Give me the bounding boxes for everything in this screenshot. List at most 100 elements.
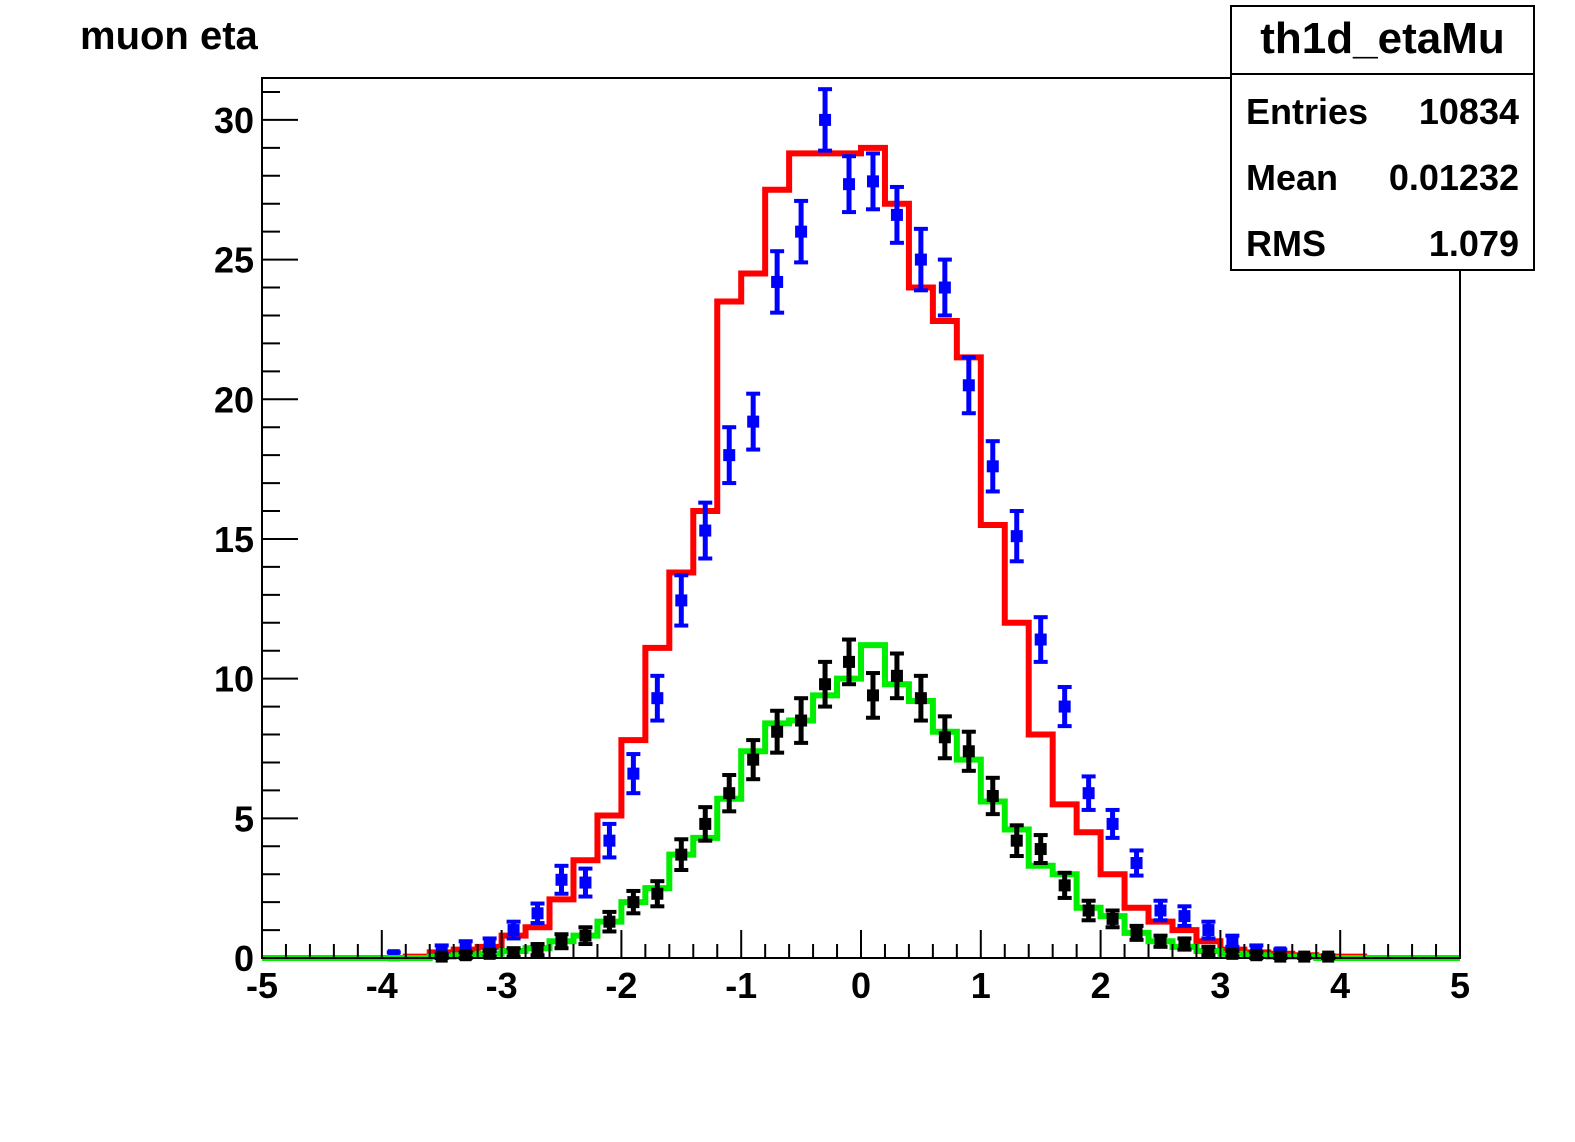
x-tick-label: -3 xyxy=(486,965,518,1006)
stats-row-rms: RMS 1.079 xyxy=(1232,207,1533,273)
series-3-point xyxy=(626,888,641,916)
series-3-point xyxy=(842,637,857,687)
series-3-point xyxy=(889,651,904,701)
series-1-point xyxy=(818,87,833,153)
series-1-point xyxy=(842,154,857,215)
x-tick-label: 4 xyxy=(1330,965,1350,1006)
series-3-point xyxy=(746,738,761,782)
series-3-point xyxy=(578,925,593,947)
x-tick-label: 5 xyxy=(1450,965,1470,1006)
series-3-point xyxy=(554,932,569,951)
series-1-point xyxy=(1225,933,1240,949)
series-1-point xyxy=(1081,774,1096,812)
x-tick-label: -2 xyxy=(605,965,637,1006)
series-1-point xyxy=(722,425,737,486)
x-tick-label: 2 xyxy=(1091,965,1111,1006)
series-1-point xyxy=(554,863,569,896)
series-1-point xyxy=(937,257,952,318)
series-3-point xyxy=(674,837,689,872)
series-1-point xyxy=(698,500,713,561)
series-3-point xyxy=(1009,823,1024,859)
series-3-point xyxy=(698,805,713,843)
series-3-point xyxy=(458,949,473,962)
series-3-point xyxy=(1033,833,1048,866)
y-tick-label: 0 xyxy=(234,938,254,979)
series-1-point xyxy=(746,391,761,452)
series-1-point xyxy=(1105,807,1120,840)
series-3-point xyxy=(1249,949,1264,962)
y-tick-label: 5 xyxy=(234,798,254,839)
axis-layer: -5 -4 -3 -2 -1 0 1 2 3 4 5 0 5 10 15 20 25 30 xyxy=(214,90,1470,1006)
series-3-point xyxy=(937,714,952,761)
series-3-point xyxy=(770,708,785,755)
series-1-point xyxy=(961,355,976,416)
series-1 xyxy=(386,87,1288,962)
stats-entries-label: Entries xyxy=(1246,91,1369,132)
series-1-point xyxy=(1033,615,1048,664)
x-tick-label: -1 xyxy=(725,965,757,1006)
stats-rms-value: 1.079 xyxy=(1428,223,1519,264)
series-1-point xyxy=(626,752,641,796)
series-3-point xyxy=(602,909,617,934)
series-3-point xyxy=(1105,908,1120,930)
series-3-point xyxy=(961,729,976,773)
series-1-point xyxy=(506,919,521,941)
series-3-point xyxy=(1273,950,1288,963)
series-3-point xyxy=(1321,950,1336,963)
y-tick-label: 15 xyxy=(214,519,254,560)
series-1-point xyxy=(1057,685,1072,729)
stats-mean-value: 0.01232 xyxy=(1388,157,1519,198)
series-1-point xyxy=(1009,509,1024,564)
series-1-point xyxy=(865,151,880,212)
series-1-point xyxy=(578,866,593,899)
series-3-point xyxy=(1081,898,1096,923)
series-1-point xyxy=(889,184,904,245)
series-3-point xyxy=(650,879,665,909)
x-tick-label: -5 xyxy=(246,965,278,1006)
series-3-point xyxy=(1201,944,1216,958)
x-tick-label: -4 xyxy=(366,965,398,1006)
series-3-point xyxy=(794,696,809,745)
series-1-point xyxy=(1177,904,1192,928)
series-2-step-line xyxy=(262,642,1460,961)
y-tick-label: 20 xyxy=(214,379,254,420)
series-3-point xyxy=(434,950,449,963)
x-tick-label: 3 xyxy=(1210,965,1230,1006)
series-3-point xyxy=(1297,950,1312,963)
stats-row-entries: Entries 10834 xyxy=(1232,75,1533,141)
series-1-point xyxy=(770,249,785,315)
series-1-point xyxy=(1153,898,1168,923)
series-1-point xyxy=(650,673,665,723)
series-3 xyxy=(434,637,1336,963)
series-2 xyxy=(262,642,1460,961)
y-tick-label: 25 xyxy=(214,240,254,281)
series-3-point xyxy=(722,773,737,814)
series-1-point xyxy=(1201,919,1216,941)
series-1-point xyxy=(674,573,689,628)
series-3-point xyxy=(818,659,833,709)
histogram-title: muon eta xyxy=(80,14,258,58)
stats-box: th1d_etaMu Entries 10834 Mean 0.01232 RM… xyxy=(1230,5,1535,271)
stats-box-name: th1d_etaMu xyxy=(1232,7,1533,75)
series-3-point xyxy=(1129,923,1144,942)
x-tick-label: 0 xyxy=(851,965,871,1006)
series-3-point xyxy=(985,775,1000,817)
series-1-point xyxy=(602,821,617,860)
series-3-point xyxy=(865,671,880,720)
series-1-point xyxy=(913,226,928,293)
series-3-point xyxy=(1225,947,1240,960)
stats-row-mean: Mean 0.01232 xyxy=(1232,141,1533,207)
stats-rms-label: RMS xyxy=(1246,223,1326,264)
series-1-point xyxy=(1129,848,1144,878)
x-tick-label: 1 xyxy=(971,965,991,1006)
series-3-point xyxy=(530,942,545,958)
y-tick-label: 30 xyxy=(214,100,254,141)
stats-mean-label: Mean xyxy=(1246,157,1339,198)
series-1-point xyxy=(985,439,1000,494)
series-3-point xyxy=(1177,936,1192,952)
series-3-point xyxy=(482,947,497,960)
series-3-point xyxy=(506,946,521,959)
series-1-point xyxy=(794,198,809,265)
series-1-point xyxy=(530,901,545,926)
